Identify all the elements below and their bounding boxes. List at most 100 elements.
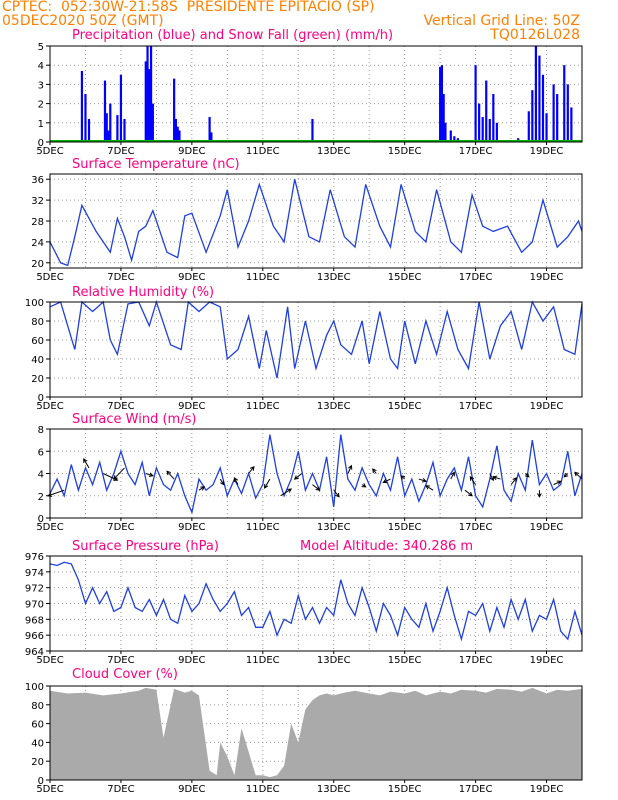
surface-pressure-xtick-label: 9DEC	[178, 655, 205, 666]
precip-bar	[151, 103, 154, 142]
surface-temperature-frame	[49, 173, 583, 269]
precip-bar	[541, 74, 545, 142]
wind-arrow-head	[148, 472, 154, 477]
surface-temperature-line	[49, 179, 583, 267]
wind-arrow-head	[372, 468, 377, 474]
relative-humidity-ytick-label: 60	[31, 336, 44, 347]
surface-wind-ytick-label: 2	[38, 492, 44, 503]
wind-arrow-head	[469, 475, 475, 481]
wind-arrow-head	[233, 477, 239, 482]
wind-arrow	[166, 470, 175, 480]
precip-bar	[552, 84, 555, 142]
precip-bar	[538, 55, 541, 142]
precip-bar	[311, 118, 314, 142]
wind-arrow	[493, 476, 501, 480]
wind-arrow-head	[492, 475, 498, 481]
wind-arrow	[145, 473, 154, 477]
precipitation-xtick-label: 13DEC	[317, 146, 351, 157]
precip-bar	[208, 117, 211, 142]
precip-bar	[527, 111, 530, 142]
surface-pressure-xtick-label: 7DEC	[107, 655, 134, 666]
wind-arrow-head	[450, 471, 455, 477]
precip-bar	[492, 94, 495, 142]
surface-temperature-ytick-label: 28	[31, 217, 44, 228]
surface-pressure-subtitle: Model Altitude: 340.286 m	[300, 539, 473, 554]
precipitation-xtick-label: 15DEC	[388, 146, 422, 157]
header-station: CPTEC: 052:30W-21:58S PRESIDENTE EPITACI…	[2, 0, 375, 15]
precipitation-title: Precipitation (blue) and Snow Fall (gree…	[72, 28, 394, 43]
precip-bar	[485, 80, 488, 142]
wind-arrow-head	[166, 470, 171, 476]
precip-bar	[210, 132, 213, 142]
wind-arrow-head	[220, 480, 225, 486]
precip-bar	[105, 113, 108, 142]
surface-pressure-xtick-label: 13DEC	[317, 655, 351, 666]
header-model-code: TQ0126L028	[490, 27, 580, 43]
surface-wind-xtick-label: 13DEC	[317, 522, 351, 533]
surface-pressure-ytick-label: 966	[25, 631, 44, 642]
wind-arrow-head	[382, 478, 388, 484]
cloud-cover-xtick-label: 17DEC	[459, 784, 493, 795]
precipitation-ytick-label: 3	[38, 80, 44, 91]
surface-temperature-xtick-label: 5DEC	[36, 272, 63, 283]
precipitation-ytick-label: 0	[38, 138, 44, 149]
wind-arrow-head	[113, 475, 118, 480]
surface-wind-ytick-label: 6	[38, 447, 44, 458]
precip-bar	[440, 65, 444, 142]
wind-arrow-head	[287, 488, 293, 493]
surface-wind-line	[49, 434, 583, 515]
surface-pressure-ytick-label: 970	[25, 600, 44, 611]
surface-temperature-xtick-label: 11DEC	[246, 272, 280, 283]
precipitation-xtick-label: 9DEC	[178, 146, 205, 157]
precip-bar	[119, 74, 123, 142]
relative-humidity-ytick-label: 40	[31, 355, 44, 366]
wind-arrow-head	[250, 466, 255, 471]
cloud-cover-xtick-label: 9DEC	[178, 784, 205, 795]
cloud-cover-ytick-label: 40	[31, 738, 44, 749]
surface-pressure-line	[49, 561, 583, 642]
relative-humidity-frame	[49, 301, 583, 398]
surface-wind-xtick-label: 17DEC	[459, 522, 493, 533]
wind-arrow-head	[421, 478, 427, 483]
wind-arrow	[347, 465, 352, 474]
wind-arrow	[553, 480, 561, 486]
cloud-cover-ytick-label: 100	[25, 682, 44, 693]
precip-bar	[148, 69, 151, 142]
wind-arrow	[510, 477, 517, 485]
header-date: 05DEC2020 50Z (GMT)	[2, 13, 164, 29]
wind-arrow-head	[83, 458, 88, 464]
precip-bar	[478, 103, 481, 142]
surface-pressure-frame	[49, 555, 583, 652]
surface-pressure-xtick-label: 5DEC	[36, 655, 63, 666]
wind-arrow	[198, 486, 205, 491]
precip-bar	[488, 118, 491, 142]
wind-arrow-head	[574, 471, 579, 477]
cloud-cover-xtick-label: 5DEC	[36, 784, 63, 795]
precip-bar	[563, 65, 566, 142]
precip-bar	[531, 90, 534, 142]
precip-bar	[109, 103, 112, 142]
cloud-cover-xtick-label: 7DEC	[107, 784, 134, 795]
cloud-cover-xtick-label: 13DEC	[317, 784, 351, 795]
wind-arrow-head	[400, 475, 406, 480]
surface-wind-ytick-label: 0	[38, 514, 44, 525]
precip-bar	[534, 46, 537, 142]
wind-arrow	[418, 478, 427, 482]
surface-temperature-xtick-label: 15DEC	[388, 272, 422, 283]
wind-arrow	[383, 478, 391, 483]
wind-arrow-head	[537, 493, 542, 498]
cloud-cover-ytick-label: 20	[31, 757, 44, 768]
precip-bar	[146, 46, 149, 142]
precip-bar	[566, 84, 569, 142]
precip-bar	[481, 117, 484, 142]
wind-arrow	[219, 478, 225, 485]
wind-arrow	[294, 473, 303, 480]
cloud-cover-xtick-label: 15DEC	[388, 784, 422, 795]
precipitation-ytick-label: 4	[38, 61, 44, 72]
precipitation-frame	[49, 45, 583, 143]
wind-arrow-head	[347, 464, 353, 470]
wind-arrow	[450, 472, 455, 480]
precip-bar	[545, 113, 548, 142]
surface-wind-xtick-label: 19DEC	[530, 522, 564, 533]
